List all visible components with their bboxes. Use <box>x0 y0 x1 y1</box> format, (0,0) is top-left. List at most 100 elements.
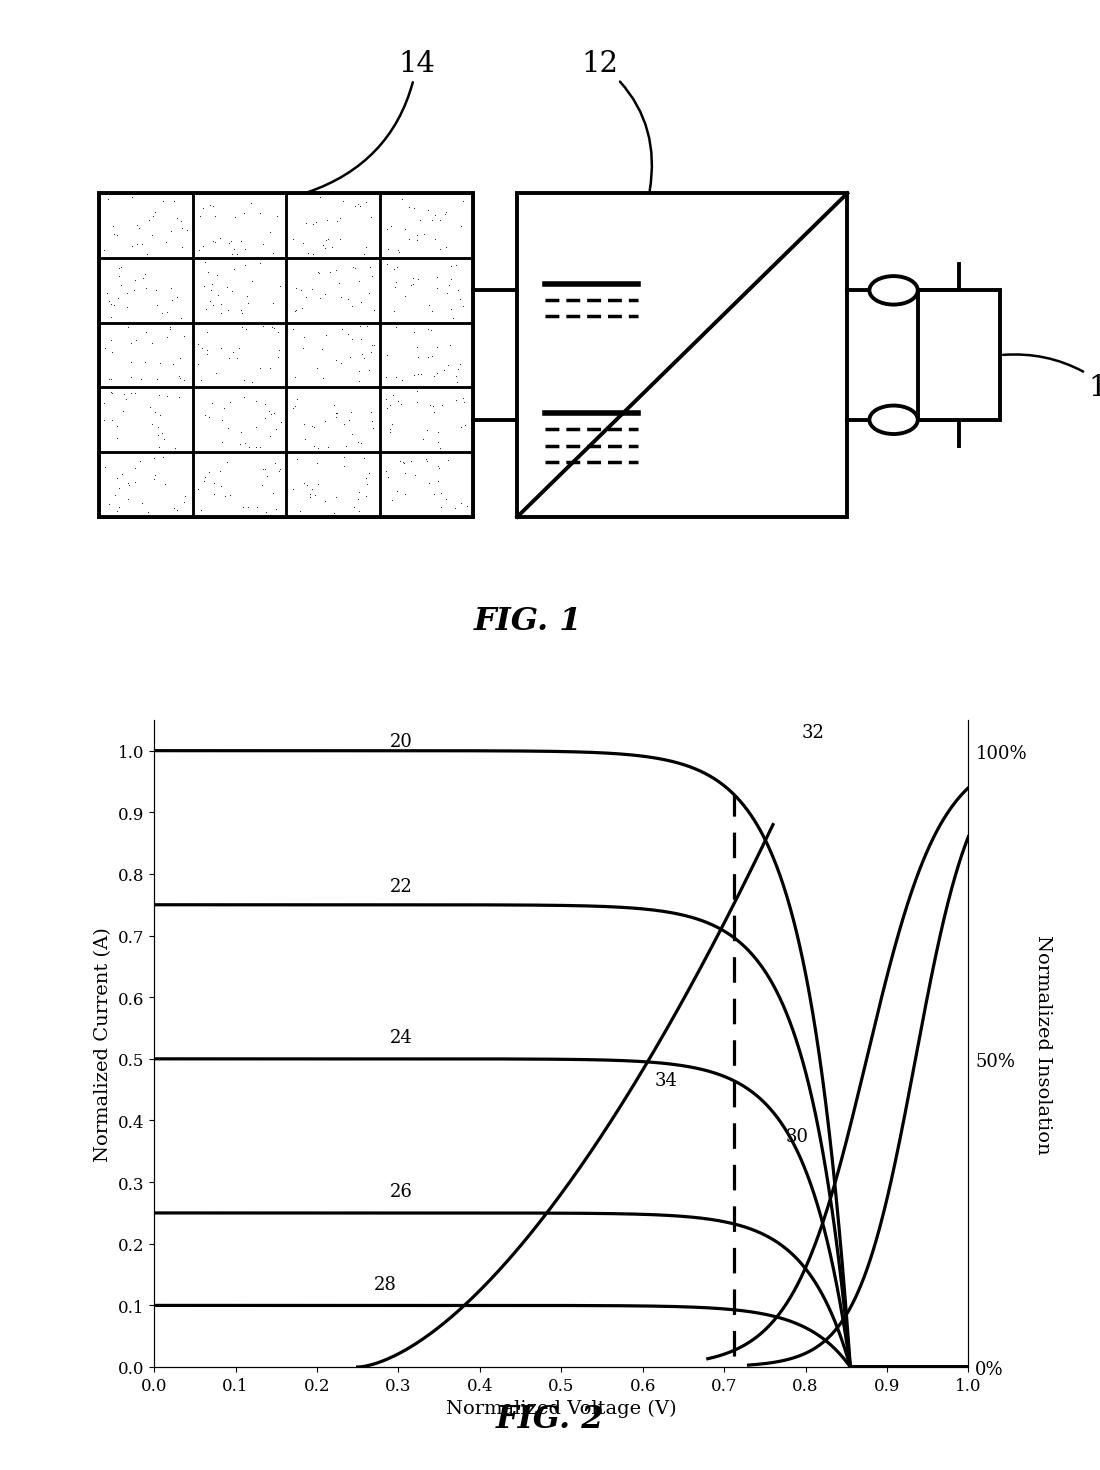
Point <box>165 191 183 215</box>
Y-axis label: Normalized Insolation: Normalized Insolation <box>1034 933 1052 1154</box>
Point <box>295 337 312 360</box>
Point <box>377 344 395 368</box>
Point <box>405 197 422 220</box>
Point <box>454 295 472 319</box>
Text: 26: 26 <box>390 1182 412 1201</box>
Point <box>342 401 360 425</box>
Bar <box>192 259 286 323</box>
Point <box>349 431 366 454</box>
Point <box>103 409 121 432</box>
Point <box>157 301 175 325</box>
Text: 24: 24 <box>390 1029 412 1047</box>
Point <box>123 235 141 259</box>
Point <box>362 401 380 425</box>
Point <box>146 201 164 225</box>
Point <box>129 234 146 257</box>
Point <box>243 370 261 394</box>
Point <box>212 301 230 325</box>
Point <box>385 257 403 281</box>
Point <box>420 294 438 318</box>
Point <box>154 190 172 213</box>
Point <box>418 419 436 442</box>
Point <box>272 457 289 481</box>
Point <box>414 428 431 451</box>
Point <box>327 406 344 429</box>
Text: 32: 32 <box>801 723 824 742</box>
Point <box>318 209 336 232</box>
Point <box>361 359 378 382</box>
Point <box>173 210 190 234</box>
Point <box>327 259 344 282</box>
Point <box>358 191 375 215</box>
Point <box>170 347 188 370</box>
Point <box>310 262 328 285</box>
Point <box>425 482 442 506</box>
Point <box>151 384 168 407</box>
Point <box>264 482 282 506</box>
Point <box>261 220 278 244</box>
Bar <box>192 194 286 259</box>
Point <box>263 316 280 340</box>
Point <box>449 279 466 303</box>
Point <box>192 369 210 392</box>
Point <box>362 341 380 365</box>
Point <box>102 382 120 406</box>
Point <box>256 459 274 482</box>
Point <box>305 243 322 266</box>
Point <box>295 413 312 437</box>
Point <box>211 226 229 250</box>
Point <box>173 235 190 259</box>
Point <box>119 281 136 304</box>
Point <box>284 397 301 420</box>
Point <box>359 473 376 497</box>
Point <box>112 256 130 279</box>
Point <box>334 191 352 215</box>
Bar <box>192 388 286 453</box>
Point <box>189 353 207 376</box>
Point <box>355 243 373 266</box>
Point <box>306 416 323 440</box>
Point <box>100 492 118 516</box>
Point <box>211 460 229 484</box>
Point <box>310 187 328 210</box>
Point <box>437 488 454 512</box>
Point <box>338 435 355 459</box>
Point <box>104 215 122 238</box>
Point <box>344 256 362 279</box>
Bar <box>517 194 847 517</box>
Point <box>221 484 239 507</box>
Point <box>198 340 216 363</box>
Point <box>243 191 261 215</box>
Point <box>97 456 114 479</box>
Point <box>232 229 250 253</box>
Point <box>409 363 427 387</box>
Point <box>162 316 179 340</box>
Point <box>421 394 439 417</box>
Point <box>253 473 271 497</box>
Point <box>390 241 408 265</box>
Point <box>425 401 442 425</box>
Point <box>214 397 232 420</box>
Bar <box>99 388 192 453</box>
Point <box>352 432 370 456</box>
Point <box>314 366 331 390</box>
Point <box>363 410 381 434</box>
Point <box>202 391 220 415</box>
Point <box>243 269 261 293</box>
Point <box>433 394 451 417</box>
Point <box>377 460 395 484</box>
Point <box>389 391 407 415</box>
Point <box>251 357 268 381</box>
Point <box>195 275 212 298</box>
Bar <box>192 453 286 517</box>
Point <box>233 316 251 340</box>
Point <box>382 417 399 441</box>
Point <box>108 500 125 523</box>
Point <box>294 297 311 320</box>
Point <box>408 225 426 248</box>
Point <box>138 278 155 301</box>
Point <box>100 290 118 313</box>
Point <box>238 285 255 309</box>
Point <box>301 487 319 510</box>
Point <box>200 462 218 485</box>
